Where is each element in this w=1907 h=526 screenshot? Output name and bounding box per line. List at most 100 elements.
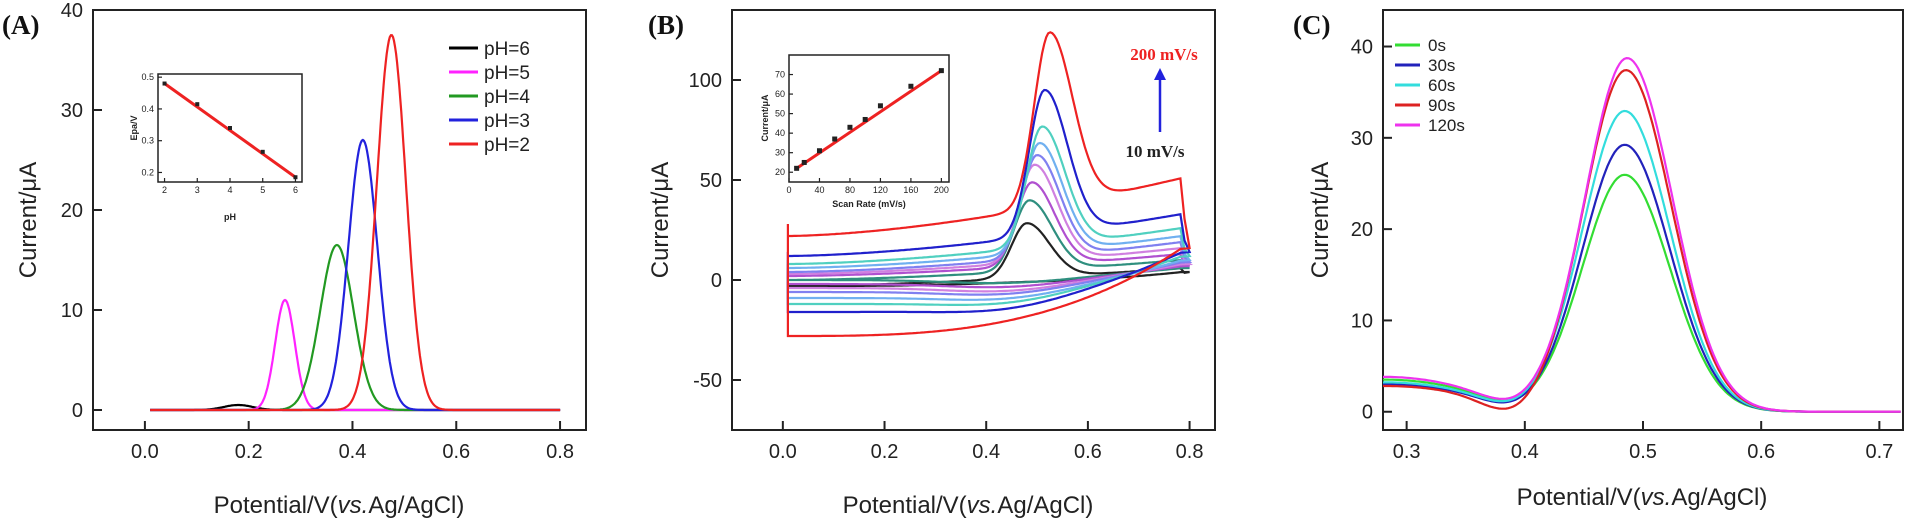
x-tick-label: 0.5: [1629, 441, 1657, 463]
panel-b-inset-y-label: Current/μA: [760, 94, 770, 142]
arrow-head: [1154, 68, 1166, 80]
x-tick-label: 0.3: [1393, 441, 1421, 463]
panel-c-curves: [1383, 56, 1901, 413]
panel-b-inset-ticks: 0 40 80 120 160 200 20 30 40 50 60 70: [775, 70, 949, 195]
cv-curve-20-mv-s: [786, 199, 1190, 285]
inset-x-tick-label: 40: [814, 185, 824, 195]
x-tick-label: 0.2: [871, 441, 899, 463]
inset-x-tick-label: 3: [195, 185, 200, 195]
inset-y-tick-label: 40: [775, 128, 785, 138]
y-tick-label: 30: [1351, 128, 1373, 150]
legend-label: 0s: [1428, 36, 1446, 55]
y-tick-label: 0: [72, 400, 83, 422]
curve-0s: [1383, 173, 1901, 413]
panel-c-x-ticks: 0.3 0.4 0.5 0.6 0.7: [1393, 421, 1893, 463]
inset-fit-line: [795, 69, 943, 170]
panel-a-label: (A): [2, 10, 39, 40]
x-tick-label: 0.4: [972, 441, 1000, 463]
inset-x-tick-label: 80: [845, 185, 855, 195]
x-tick-label: 0.6: [442, 441, 470, 463]
y-tick-label: 20: [61, 200, 83, 222]
inset-y-tick-label: 0.3: [141, 136, 154, 146]
panel-a-inset: 2 3 4 5 6 0.2 0.3 0.4 0.5 pH Epa/V: [129, 72, 303, 222]
x-tick-label: 0.4: [339, 441, 367, 463]
panel-b-inset-data: [794, 68, 944, 171]
inset-x-tick-label: 0: [786, 185, 791, 195]
panel-b-y-axis-label: Current/μA: [647, 162, 674, 279]
inset-y-tick-label: 50: [775, 109, 785, 119]
panel-a-inset-x-label: pH: [224, 212, 236, 222]
inset-y-tick-label: 0.5: [141, 72, 154, 82]
panel-a-x-ticks: 0.0 0.2 0.4 0.6 0.8: [131, 421, 574, 463]
panel-a-curves: [150, 34, 561, 412]
x-tick-label: 0.8: [546, 441, 574, 463]
inset-point: [794, 165, 800, 171]
inset-point: [847, 124, 853, 130]
panel-b-plot-frame: [731, 9, 1216, 431]
inset-point: [801, 159, 807, 165]
y-tick-label: 10: [1351, 310, 1373, 332]
inset-point: [938, 68, 944, 74]
panel-b-inset-x-label: Scan Rate (mV/s): [832, 199, 906, 209]
cv-curve-200-mv-s: [786, 31, 1191, 338]
inset-x-tick-label: 6: [293, 185, 298, 195]
y-tick-label: 0: [711, 270, 722, 292]
x-tick-label: 0.0: [131, 441, 159, 463]
panel-b-x-ticks: 0.0 0.2 0.4 0.6 0.8: [769, 421, 1204, 463]
inset-x-tick-label: 160: [903, 185, 918, 195]
panel-a-legend: pH=6 pH=5 pH=4 pH=3 pH=2: [449, 39, 530, 156]
y-tick-label: 0: [1362, 402, 1373, 424]
cv-curve-120-mv-s: [786, 125, 1192, 306]
curve-ph-4: [150, 243, 561, 412]
inset-y-tick-label: 30: [775, 148, 785, 158]
panel-b-y-ticks: -50 0 50 100: [689, 70, 741, 392]
y-tick-label: 20: [1351, 219, 1373, 241]
inset-point: [228, 126, 232, 130]
panel-c-plot-frame: [1382, 9, 1904, 431]
cv-curve-160-mv-s: [786, 88, 1192, 314]
panel-b-label: (B): [648, 10, 684, 40]
y-tick-label: 40: [1351, 37, 1373, 59]
legend-label: 120s: [1428, 116, 1465, 135]
y-tick-label: 50: [700, 170, 722, 192]
curve-ph-2: [150, 34, 561, 412]
legend-label: pH=3: [484, 111, 530, 132]
curve-30s: [1383, 143, 1901, 413]
x-tick-label: 0.6: [1074, 441, 1102, 463]
legend-label: 90s: [1428, 96, 1455, 115]
legend-label: pH=6: [484, 39, 530, 60]
panel-c-x-axis-label: Potential/V(vs.Ag/AgCl): [1517, 484, 1768, 511]
inset-fit-line: [163, 82, 297, 179]
inset-y-tick-label: 60: [775, 89, 785, 99]
curve-120s: [1383, 56, 1901, 413]
y-tick-label: -50: [693, 370, 722, 392]
panel-c-y-ticks: 0 10 20 30 40: [1351, 37, 1392, 424]
inset-y-tick-label: 70: [775, 70, 785, 80]
panel-a-inset-y-label: Epa/V: [129, 115, 139, 140]
x-tick-label: 0.6: [1747, 441, 1775, 463]
inset-point: [260, 149, 265, 154]
panel-b-x-axis-label: Potential/V(vs.Ag/AgCl): [843, 492, 1094, 519]
inset-y-tick-label: 0.4: [141, 104, 154, 114]
inset-point: [862, 116, 868, 122]
scan-rate-min-annotation: 10 mV/s: [1125, 142, 1184, 161]
inset-point: [293, 175, 298, 180]
legend-label: pH=4: [484, 87, 530, 108]
cv-curve-60-mv-s: [786, 163, 1194, 293]
legend-label: pH=2: [484, 135, 530, 156]
cv-curve-80-mv-s: [786, 153, 1193, 296]
cv-curve-100-mv-s: [786, 141, 1192, 301]
inset-point: [195, 102, 200, 107]
inset-point: [908, 83, 914, 89]
inset-x-tick-label: 4: [227, 185, 232, 195]
panel-a-plot-frame: [92, 9, 587, 431]
x-tick-label: 0.8: [1176, 441, 1204, 463]
inset-point: [816, 148, 822, 154]
panel-c: (C) 0.3 0.4 0.5 0.6 0.7 0 10 20 30 40 Potential/…: [1293, 9, 1904, 511]
panel-a-inset-data: [162, 81, 298, 180]
y-tick-label: 30: [61, 100, 83, 122]
legend-label: 60s: [1428, 76, 1455, 95]
inset-x-tick-label: 120: [873, 185, 888, 195]
